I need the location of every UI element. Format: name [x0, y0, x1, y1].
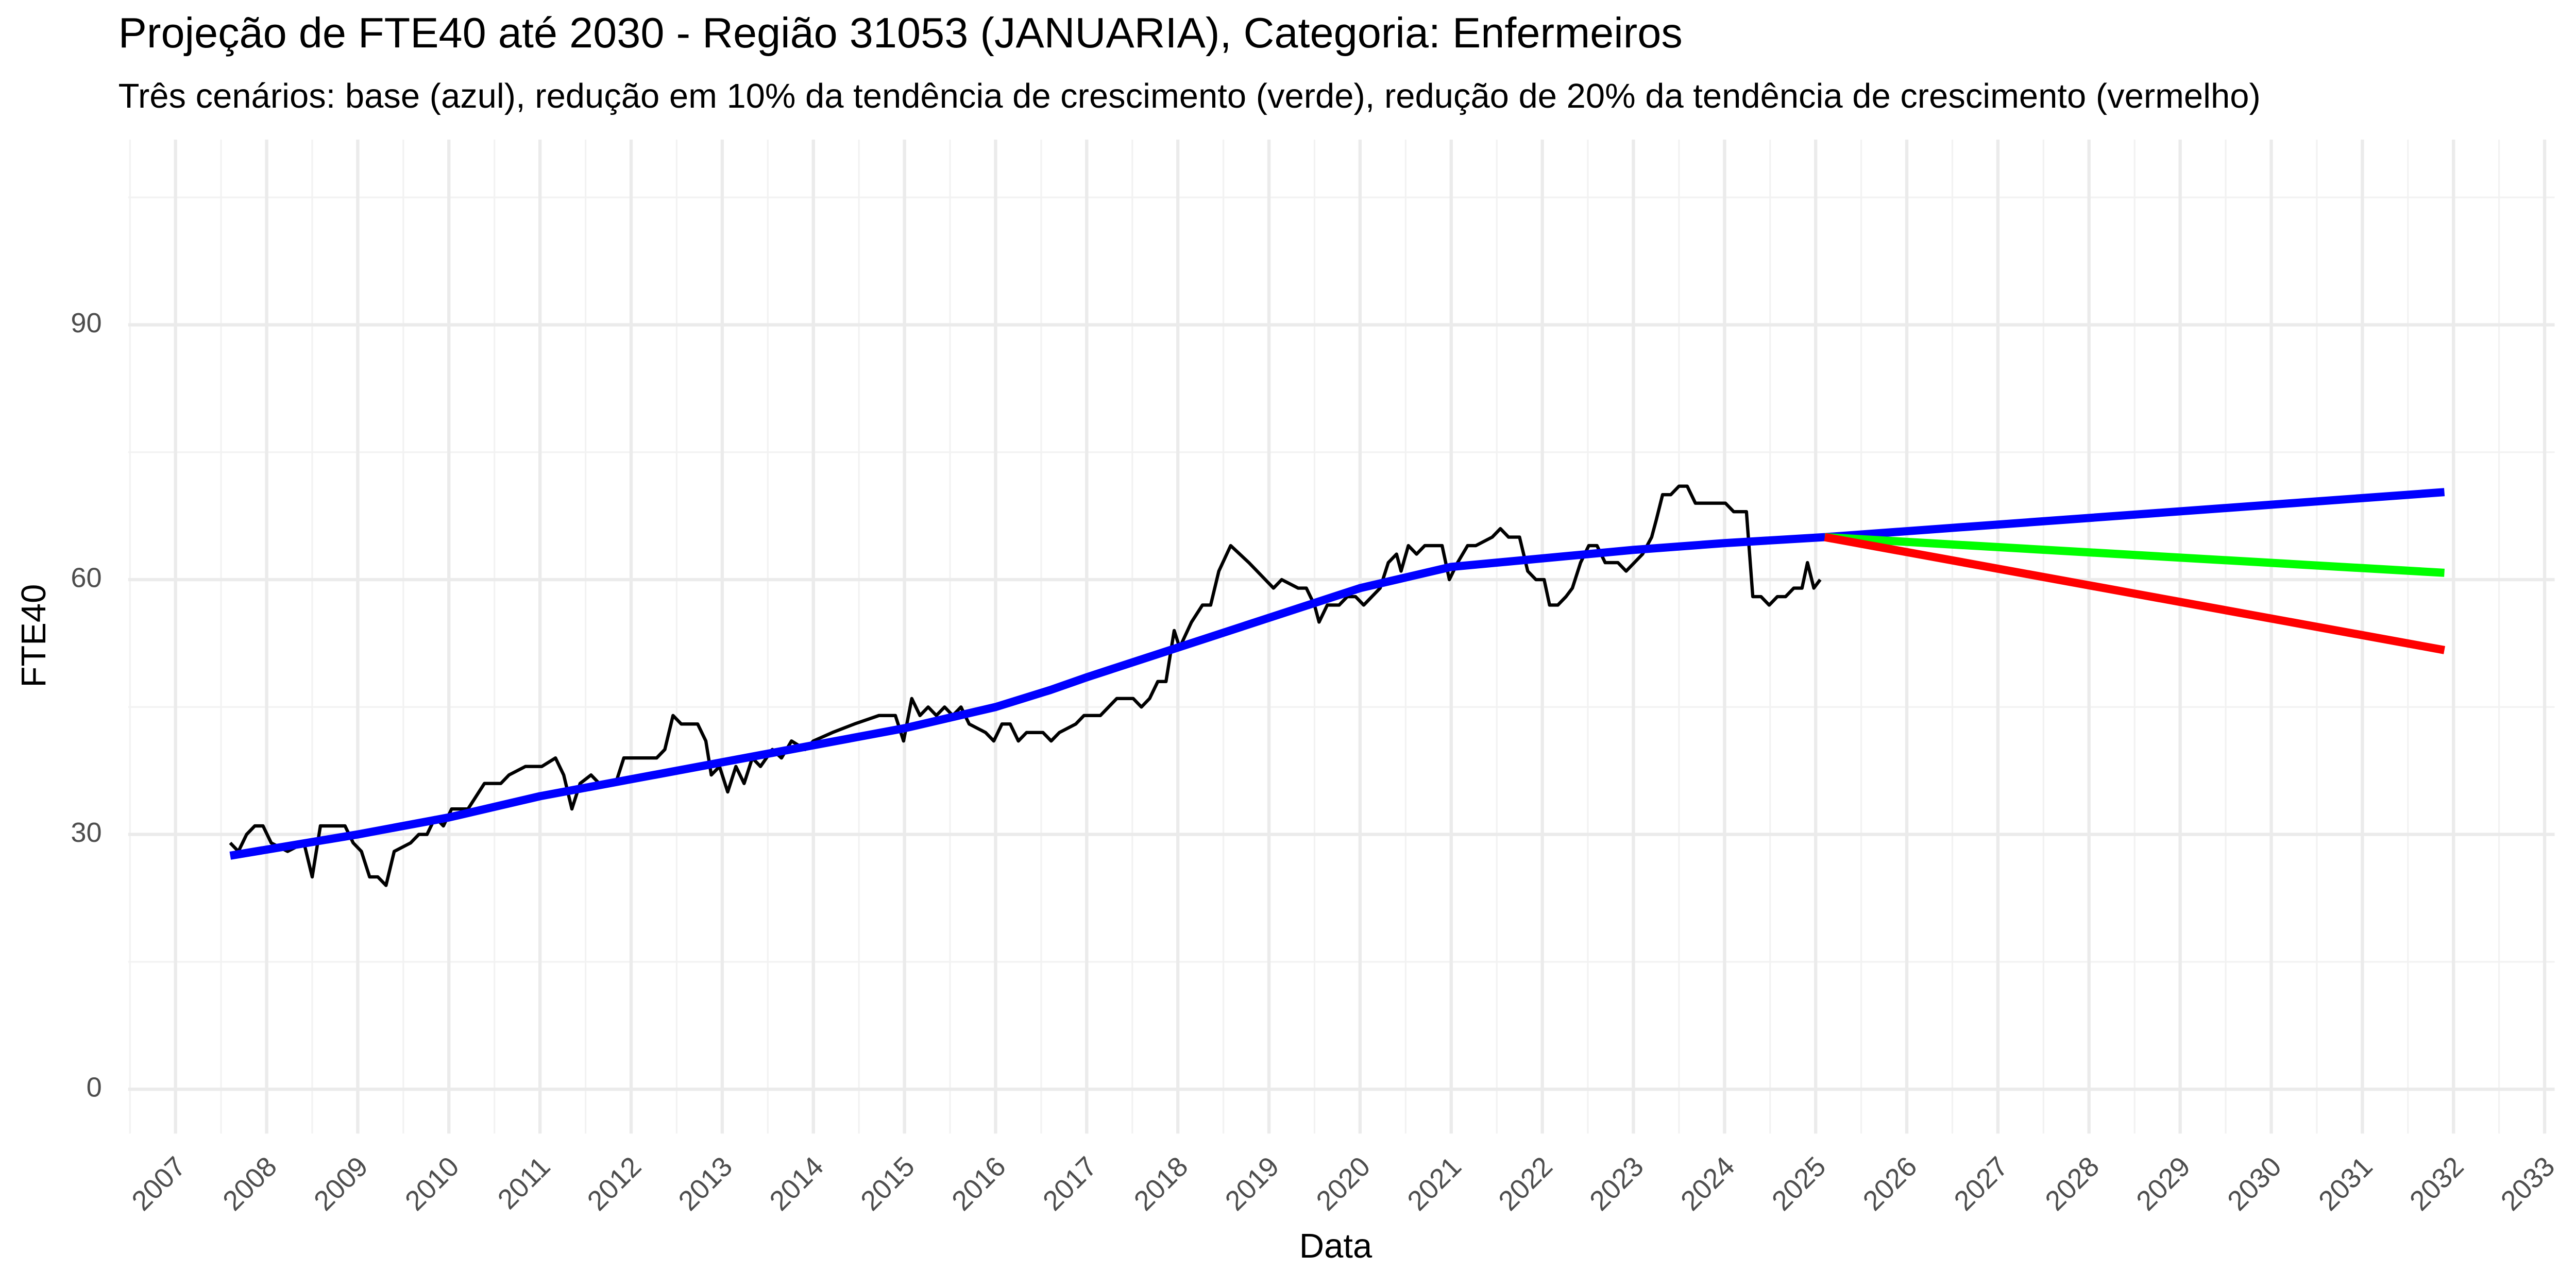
- y-tick-label: 60: [71, 562, 101, 593]
- plot-lines: [229, 484, 2445, 887]
- y-tick-label: 90: [71, 308, 101, 338]
- chart-subtitle: Três cenários: base (azul), redução em 1…: [118, 77, 2261, 115]
- y-tick-label: 30: [71, 817, 101, 848]
- series-line: [229, 488, 2445, 860]
- x-axis-label: Data: [1299, 1227, 1372, 1265]
- series-line: [229, 484, 1822, 887]
- y-tick-label: 0: [87, 1072, 102, 1103]
- series-line: [1824, 533, 2445, 577]
- series-line: [1824, 533, 2445, 654]
- y-axis-label: FTE40: [14, 584, 53, 688]
- chart-title: Projeção de FTE40 até 2030 - Região 3105…: [118, 9, 1683, 57]
